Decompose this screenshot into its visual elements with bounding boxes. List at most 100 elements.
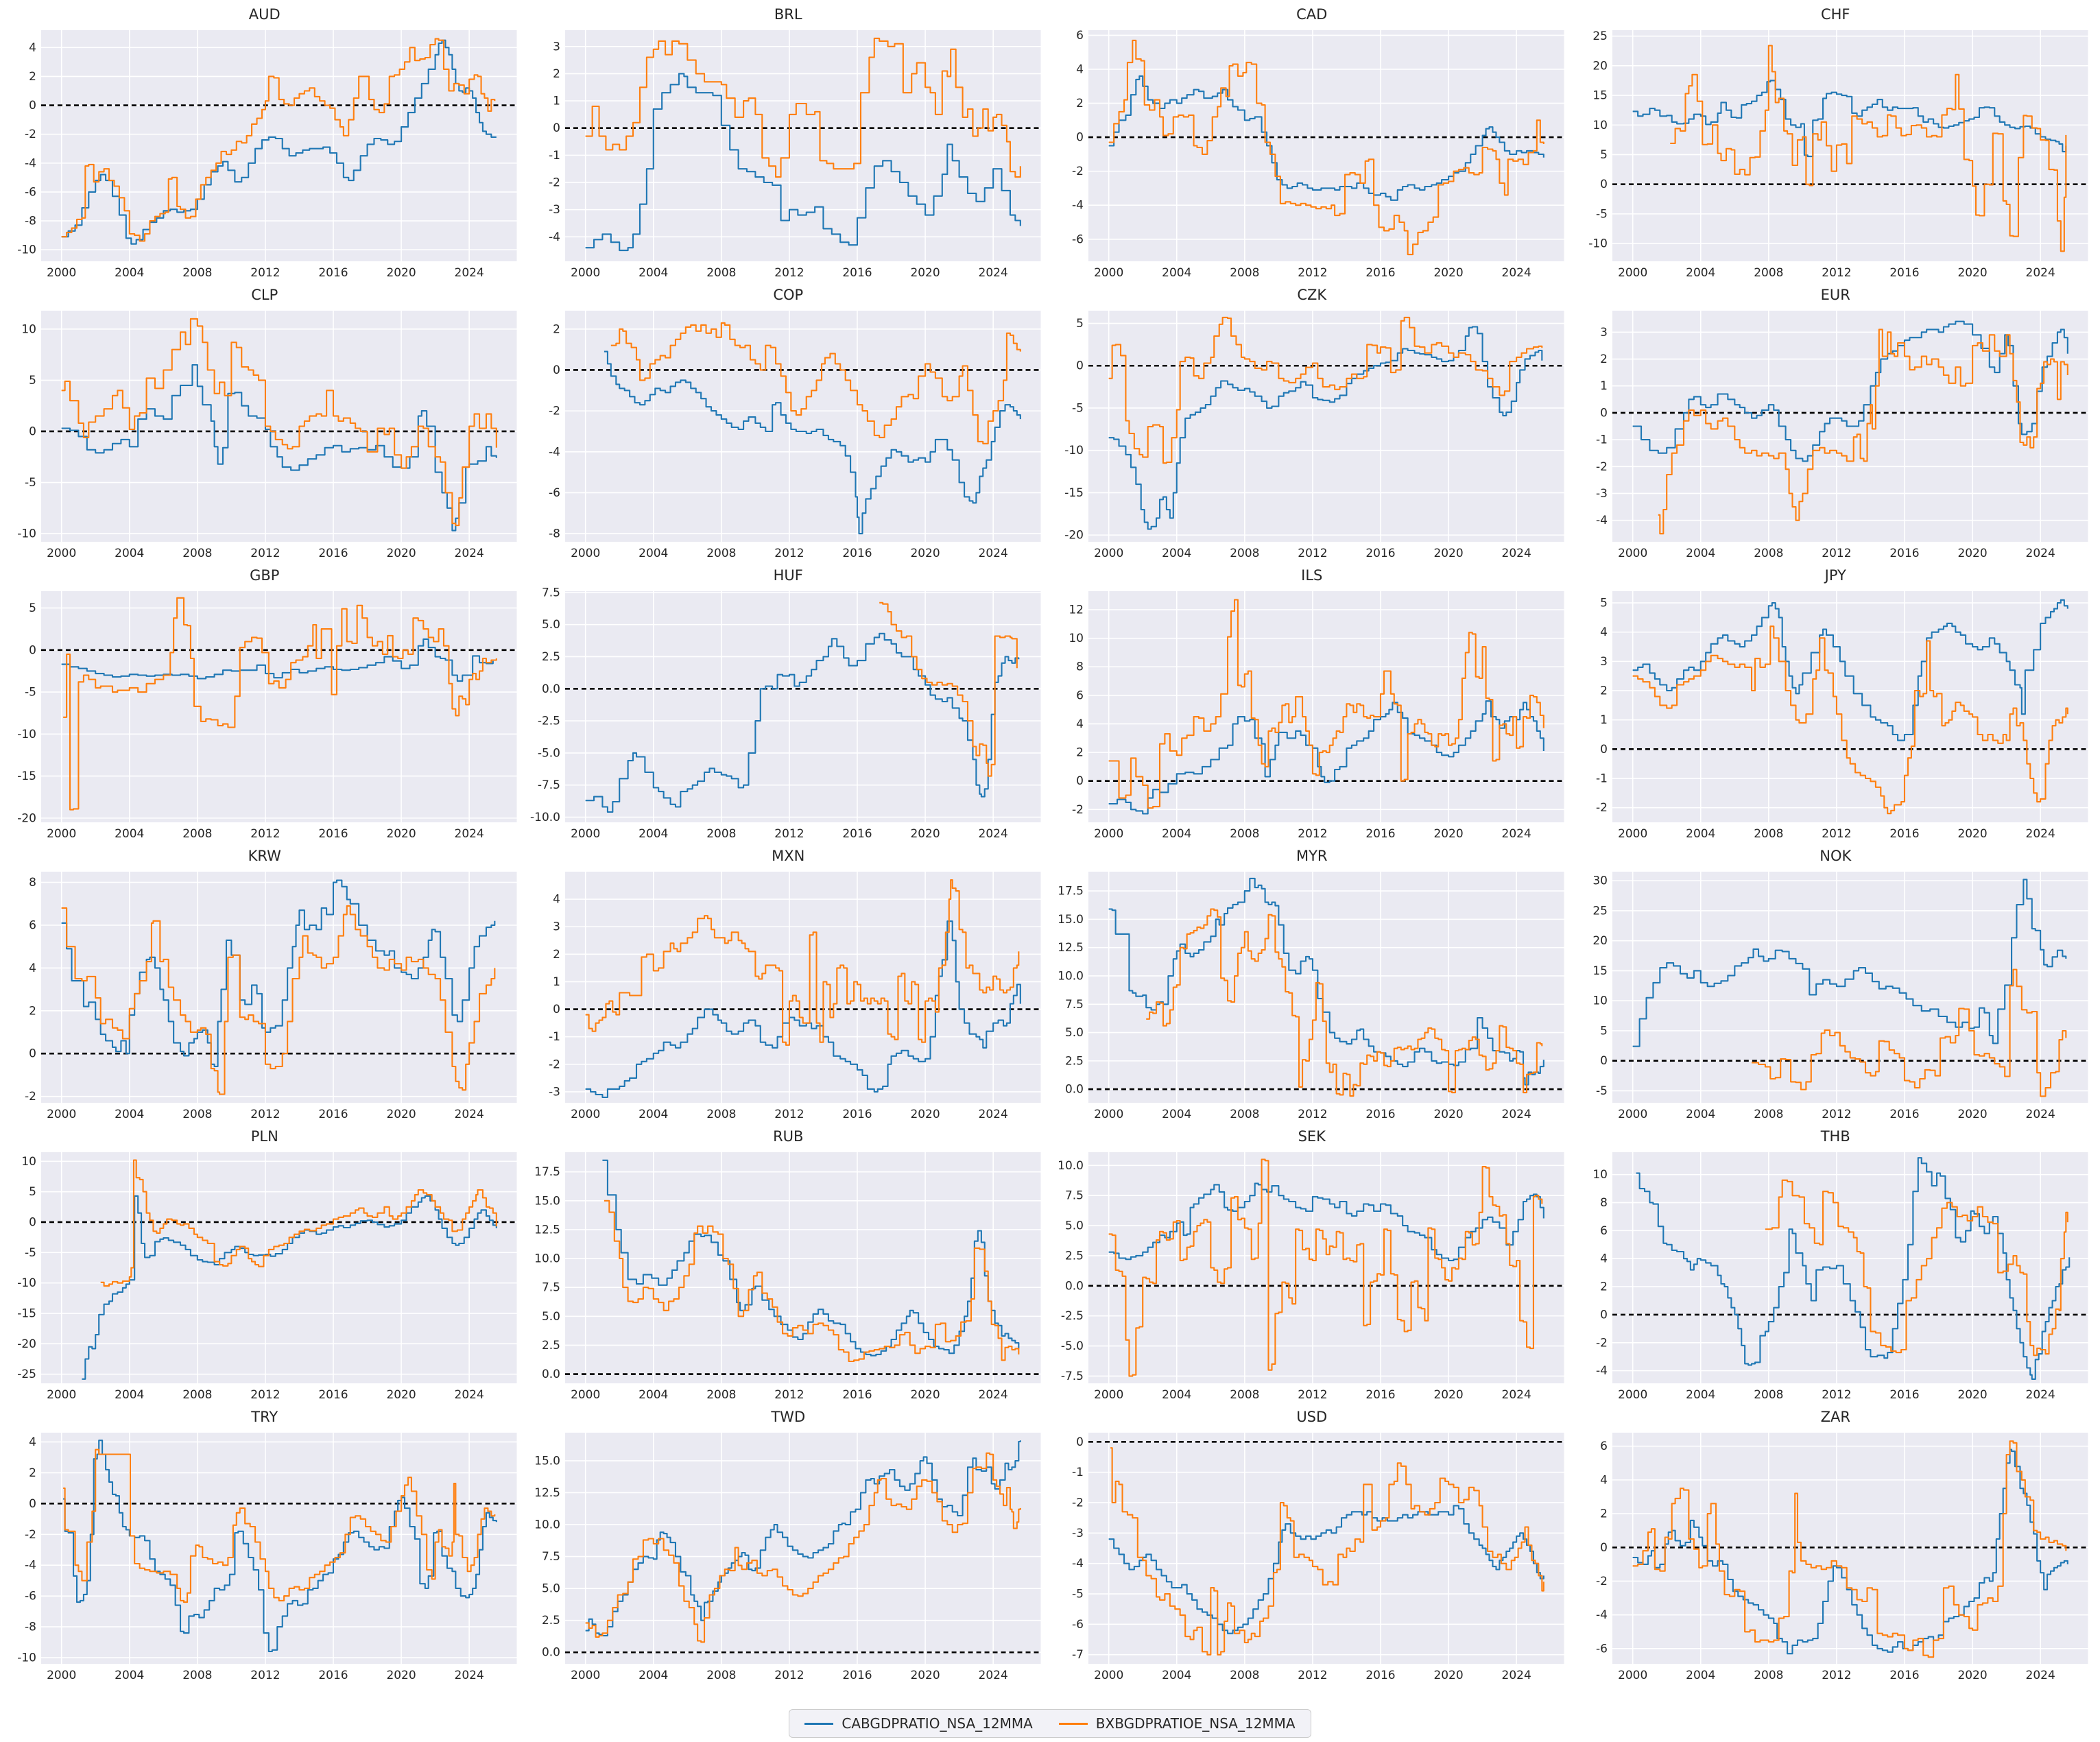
svg-text:8: 8 <box>1076 660 1084 674</box>
svg-text:4: 4 <box>1076 717 1084 731</box>
chart-title: GBP <box>250 567 280 584</box>
chart-title: ZAR <box>1820 1409 1850 1425</box>
svg-text:17.5: 17.5 <box>534 1165 560 1179</box>
svg-text:5: 5 <box>1076 317 1084 331</box>
svg-text:1: 1 <box>1600 379 1608 393</box>
svg-text:-6: -6 <box>25 1590 36 1603</box>
svg-text:0: 0 <box>29 1497 36 1511</box>
chart-panel-huf: HUF 2000 2004 2008 2012 2016 2020 2024 7.5 5.0 2.5… <box>529 565 1048 846</box>
svg-text:0: 0 <box>1076 359 1084 373</box>
svg-text:3: 3 <box>1600 655 1608 669</box>
svg-text:2.5: 2.5 <box>541 1614 560 1627</box>
svg-text:0: 0 <box>553 363 560 377</box>
svg-text:-20: -20 <box>17 1337 36 1351</box>
svg-text:2008: 2008 <box>182 266 212 280</box>
svg-text:0: 0 <box>29 99 36 112</box>
svg-text:2024: 2024 <box>978 827 1007 841</box>
svg-text:5: 5 <box>1600 148 1608 162</box>
svg-text:2012: 2012 <box>1822 1108 1851 1121</box>
svg-text:2020: 2020 <box>1957 266 1987 280</box>
chart-panel-cad: CAD 2000 2004 2008 2012 2016 2020 2024 6 4 2 0 -2 -4 -… <box>1053 4 1571 285</box>
svg-text:-6: -6 <box>1596 1642 1608 1656</box>
svg-text:2008: 2008 <box>706 827 736 841</box>
chart-panel-jpy: JPY 2000 2004 2008 2012 2016 2020 2024 5 4 3 2 1 0 -1 -… <box>1577 565 2095 846</box>
svg-text:17.5: 17.5 <box>1058 885 1084 898</box>
series-line-bxbgdpratioe <box>61 905 496 1095</box>
svg-text:2020: 2020 <box>1433 266 1463 280</box>
svg-text:10: 10 <box>1592 119 1608 132</box>
svg-text:2024: 2024 <box>455 266 484 280</box>
svg-text:4: 4 <box>29 1435 36 1449</box>
svg-text:7.5: 7.5 <box>541 1281 560 1295</box>
chart-title: CLP <box>251 287 278 303</box>
svg-text:2.5: 2.5 <box>541 1339 560 1352</box>
svg-text:2000: 2000 <box>571 827 600 841</box>
svg-text:2016: 2016 <box>1889 266 1919 280</box>
svg-text:15: 15 <box>1592 89 1608 103</box>
svg-text:2012: 2012 <box>250 547 280 560</box>
svg-text:-2: -2 <box>25 1090 36 1103</box>
chart-panel-gbp: GBP 2000 2004 2008 2012 2016 2020 2024 5 0 -5 -10 -1… <box>5 565 524 846</box>
svg-text:2: 2 <box>1076 746 1084 760</box>
svg-text:0: 0 <box>553 1003 560 1016</box>
svg-text:2020: 2020 <box>1957 1388 1987 1402</box>
svg-text:2004: 2004 <box>639 1108 668 1121</box>
chart-canvas: 2000 2004 2008 2012 2016 2020 2024 12 10 8 6 4 2 0 -2 <box>1069 591 1564 841</box>
svg-text:10: 10 <box>21 322 36 336</box>
svg-text:2000: 2000 <box>47 266 76 280</box>
svg-text:-4: -4 <box>1072 1557 1084 1571</box>
svg-text:-15: -15 <box>17 1307 36 1321</box>
chart-title: NOK <box>1819 848 1852 864</box>
svg-text:2016: 2016 <box>842 827 872 841</box>
svg-text:2012: 2012 <box>774 1388 804 1402</box>
svg-text:2020: 2020 <box>1957 1108 1987 1121</box>
svg-text:2012: 2012 <box>250 827 280 841</box>
svg-text:0: 0 <box>29 1215 36 1229</box>
chart-title: THB <box>1820 1128 1850 1145</box>
svg-text:12.5: 12.5 <box>534 1486 560 1500</box>
svg-text:2012: 2012 <box>1822 1388 1851 1402</box>
svg-text:8: 8 <box>1600 1196 1608 1210</box>
svg-text:2012: 2012 <box>250 1669 280 1682</box>
chart-panel-ils: ILS 2000 2004 2008 2012 2016 2020 2024 12 10 8 6 4 2 0… <box>1053 565 1571 846</box>
svg-text:0: 0 <box>1600 743 1608 756</box>
svg-text:2024: 2024 <box>1502 1388 1531 1402</box>
charts-grid: AUD 2000 2004 2008 2012 2016 2020 2024 4 2 0 -2 -4 -6… <box>5 4 2095 1687</box>
chart-title: CAD <box>1296 6 1328 23</box>
blue-line-swatch-icon <box>804 1722 834 1725</box>
series-line-bxbgdpratioe <box>1632 1440 2066 1658</box>
svg-text:2000: 2000 <box>47 547 76 560</box>
svg-text:-2: -2 <box>1596 460 1608 474</box>
svg-text:2004: 2004 <box>1162 1388 1191 1402</box>
svg-text:0.0: 0.0 <box>1065 1083 1084 1097</box>
series-line-cabgdpratio <box>1632 599 2068 741</box>
svg-text:7.5: 7.5 <box>541 586 560 599</box>
svg-text:4: 4 <box>1600 1252 1608 1266</box>
svg-text:2008: 2008 <box>1230 1669 1259 1682</box>
series-line-bxbgdpratioe <box>879 601 1018 777</box>
chart-canvas: 2000 2004 2008 2012 2016 2020 2024 0 -1 -2 -3 -4 -5 -… <box>1072 1433 1564 1682</box>
svg-text:2020: 2020 <box>910 827 940 841</box>
svg-text:2016: 2016 <box>842 1388 872 1402</box>
series-line-bxbgdpratioe <box>1765 1179 2068 1357</box>
svg-text:2012: 2012 <box>774 266 804 280</box>
svg-text:5: 5 <box>29 601 36 615</box>
svg-text:6: 6 <box>29 919 36 933</box>
svg-text:15.0: 15.0 <box>1058 913 1084 927</box>
svg-text:7.5: 7.5 <box>1065 1189 1084 1203</box>
svg-text:2012: 2012 <box>1822 547 1851 560</box>
svg-text:-25: -25 <box>17 1368 36 1381</box>
svg-text:2012: 2012 <box>774 1108 804 1121</box>
svg-text:2020: 2020 <box>1433 1669 1463 1682</box>
chart-canvas: 2000 2004 2008 2012 2016 2020 2024 5 0 -5 -10 -15 -2… <box>1064 311 1564 560</box>
svg-text:2020: 2020 <box>910 266 940 280</box>
chart-panel-czk: CZK 2000 2004 2008 2012 2016 2020 2024 5 0 -5 -10 -1… <box>1053 285 1571 565</box>
svg-text:5: 5 <box>1600 597 1608 610</box>
chart-panel-thb: THB 2000 2004 2008 2012 2016 2020 2024 10 8 6 4 2 0 -2… <box>1577 1126 2095 1407</box>
svg-text:2020: 2020 <box>1433 1388 1463 1402</box>
svg-text:2000: 2000 <box>1618 266 1647 280</box>
svg-text:2008: 2008 <box>182 547 212 560</box>
chart-panel-cop: COP 2000 2004 2008 2012 2016 2020 2024 2 0 -2 -4 -6 -… <box>529 285 1048 565</box>
svg-text:2008: 2008 <box>1230 266 1259 280</box>
series-line-bxbgdpratioe <box>1108 39 1544 256</box>
